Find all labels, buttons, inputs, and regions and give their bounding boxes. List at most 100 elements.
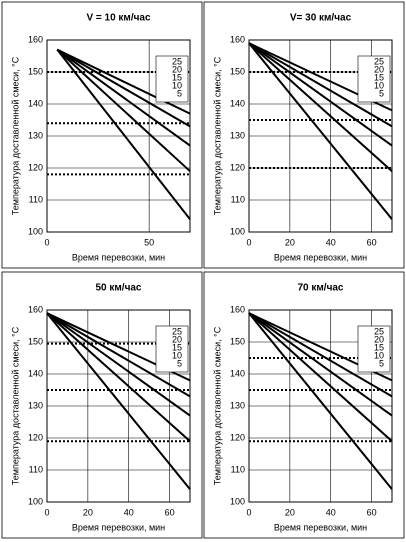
y-tick-label: 130 bbox=[28, 400, 43, 410]
plot-frame bbox=[248, 309, 393, 503]
x-axis-label: Время перевозки, мин bbox=[72, 522, 165, 532]
legend-label: 20 bbox=[172, 64, 182, 74]
legend-label: 15 bbox=[172, 72, 182, 82]
y-tick-label: 110 bbox=[29, 464, 43, 474]
legend-label: 20 bbox=[374, 64, 384, 74]
y-tick-label: 130 bbox=[230, 130, 245, 140]
legend-label: 25 bbox=[374, 56, 384, 66]
data-line bbox=[248, 312, 393, 398]
x-tick-label: 60 bbox=[367, 237, 377, 247]
y-tick-label: 150 bbox=[230, 66, 245, 76]
legend-label: 20 bbox=[172, 334, 182, 344]
legend-label: 10 bbox=[172, 80, 182, 90]
legend-label: 10 bbox=[374, 350, 384, 360]
y-tick-label: 120 bbox=[28, 162, 43, 172]
chart-title: 70 км/час bbox=[297, 283, 343, 294]
x-tick-label: 20 bbox=[285, 237, 295, 247]
panel bbox=[1, 271, 203, 539]
legend-box bbox=[357, 325, 391, 373]
plot-frame bbox=[248, 39, 393, 233]
x-axis-label: Время перевозки, мин bbox=[274, 522, 367, 532]
x-tick-label: 50 bbox=[144, 237, 154, 247]
legend-label: 15 bbox=[374, 72, 384, 82]
y-tick-label: 160 bbox=[28, 34, 43, 44]
x-tick-label: 60 bbox=[367, 507, 377, 517]
data-line bbox=[46, 312, 191, 490]
data-line bbox=[248, 42, 393, 220]
data-line bbox=[248, 312, 393, 442]
data-line bbox=[248, 312, 393, 417]
data-line bbox=[56, 48, 191, 128]
legend-label: 25 bbox=[172, 326, 182, 336]
y-tick-label: 100 bbox=[230, 496, 245, 506]
x-tick-label: 40 bbox=[326, 507, 336, 517]
plot-frame bbox=[46, 39, 191, 233]
x-tick-label: 0 bbox=[44, 237, 49, 247]
y-tick-label: 160 bbox=[230, 34, 245, 44]
y-tick-label: 150 bbox=[230, 336, 245, 346]
legend-label: 10 bbox=[172, 350, 182, 360]
data-line bbox=[248, 42, 393, 147]
x-axis-label: Время перевозки, мин bbox=[72, 252, 165, 262]
data-line bbox=[56, 48, 191, 115]
chart-title: 50 км/час bbox=[95, 283, 141, 294]
legend-label: 5 bbox=[177, 358, 182, 368]
data-line bbox=[248, 42, 393, 172]
data-line bbox=[46, 312, 191, 417]
y-axis-label: Температура доставленной смеси, °С bbox=[212, 326, 222, 485]
y-axis-label: Температура доставленной смеси, °С bbox=[10, 326, 20, 485]
panel bbox=[203, 271, 405, 539]
legend-label: 15 bbox=[172, 342, 182, 352]
y-tick-label: 140 bbox=[230, 98, 245, 108]
data-line bbox=[56, 48, 191, 147]
y-tick-label: 140 bbox=[28, 98, 43, 108]
data-line bbox=[248, 312, 393, 490]
y-axis-label: Температура доставленной смеси, °С bbox=[212, 56, 222, 215]
legend-label: 5 bbox=[379, 88, 384, 98]
y-tick-label: 100 bbox=[28, 496, 43, 506]
x-tick-label: 0 bbox=[246, 507, 251, 517]
y-tick-label: 100 bbox=[28, 226, 43, 236]
y-tick-label: 130 bbox=[28, 130, 43, 140]
y-tick-label: 100 bbox=[230, 226, 245, 236]
legend-label: 10 bbox=[374, 80, 384, 90]
legend-box bbox=[155, 325, 189, 373]
panel bbox=[1, 1, 203, 269]
data-line bbox=[46, 312, 191, 398]
x-tick-label: 0 bbox=[246, 237, 251, 247]
x-tick-label: 40 bbox=[124, 507, 134, 517]
y-tick-label: 160 bbox=[230, 304, 245, 314]
data-line bbox=[56, 48, 191, 220]
panel bbox=[203, 1, 405, 269]
y-tick-label: 110 bbox=[231, 194, 245, 204]
x-tick-label: 20 bbox=[285, 507, 295, 517]
x-tick-label: 20 bbox=[83, 507, 93, 517]
y-tick-label: 110 bbox=[29, 194, 43, 204]
legend-box bbox=[155, 55, 189, 103]
y-tick-label: 140 bbox=[28, 368, 43, 378]
y-tick-label: 120 bbox=[230, 162, 245, 172]
y-tick-label: 120 bbox=[28, 432, 43, 442]
y-tick-label: 150 bbox=[28, 66, 43, 76]
y-tick-label: 140 bbox=[230, 368, 245, 378]
x-axis-label: Время перевозки, мин bbox=[274, 252, 367, 262]
y-tick-label: 110 bbox=[231, 464, 245, 474]
legend-label: 15 bbox=[374, 342, 384, 352]
y-tick-label: 130 bbox=[230, 400, 245, 410]
legend-label: 25 bbox=[374, 326, 384, 336]
legend-label: 20 bbox=[374, 334, 384, 344]
chart-title: V= 30 км/час bbox=[290, 13, 352, 24]
data-line bbox=[46, 312, 191, 442]
chart-title: V = 10 км/час bbox=[86, 13, 151, 24]
legend-label: 5 bbox=[379, 358, 384, 368]
x-tick-label: 0 bbox=[44, 507, 49, 517]
legend-box bbox=[357, 55, 391, 103]
y-axis-label: Температура доставленной смеси, °С bbox=[10, 56, 20, 215]
x-tick-label: 40 bbox=[326, 237, 336, 247]
y-tick-label: 120 bbox=[230, 432, 245, 442]
plot-frame bbox=[46, 309, 191, 503]
y-tick-label: 150 bbox=[28, 336, 43, 346]
x-tick-label: 60 bbox=[165, 507, 175, 517]
data-line bbox=[56, 48, 191, 172]
